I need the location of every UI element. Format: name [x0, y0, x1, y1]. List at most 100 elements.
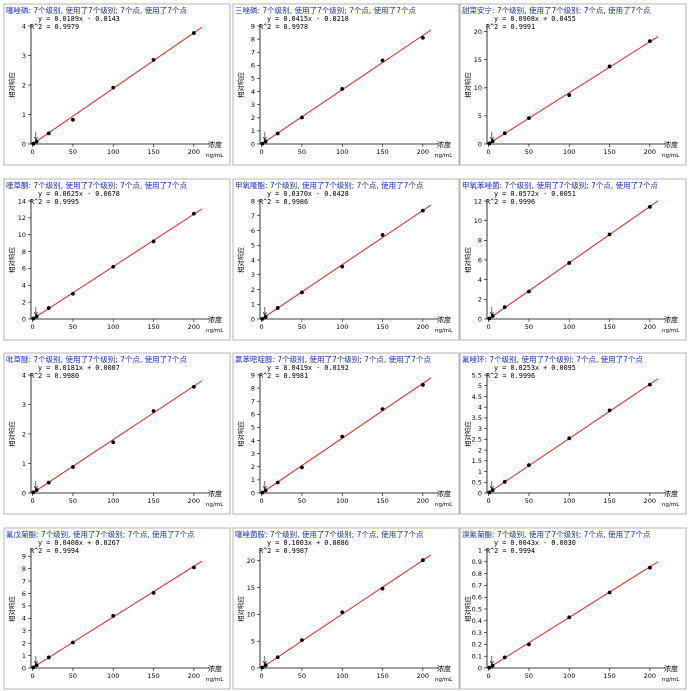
fit-line	[261, 554, 432, 669]
y-tick-label: 4	[22, 615, 26, 623]
fit-line	[32, 208, 203, 320]
fit-equation: y = 0.0043x - 0.0030	[494, 539, 576, 547]
data-point	[487, 141, 492, 146]
x-tick-label: 100	[107, 672, 119, 680]
fit-equation: y = 0.0419x - 0.0192	[267, 364, 349, 372]
origin-arrow-icon	[33, 485, 38, 490]
y-tick-label: 4	[22, 22, 26, 30]
y-tick-label: 0	[478, 489, 482, 497]
y-tick-label: 0	[251, 315, 255, 323]
data-point	[300, 465, 304, 470]
data-point	[71, 291, 75, 296]
x-tick-label: 50	[298, 323, 306, 331]
y-tick-label: 2	[251, 463, 255, 471]
x-tick-label: 0	[260, 148, 264, 156]
y-tick-label: 3	[22, 401, 26, 409]
y-axis-label: 相对响应	[463, 247, 472, 274]
x-axis-unit: ng/mL	[435, 502, 453, 508]
x-axis-label: 浓度	[208, 315, 222, 324]
x-tick-label: 0	[487, 497, 491, 505]
x-axis-label: 浓度	[437, 489, 451, 498]
data-point	[300, 290, 304, 295]
y-tick-label: 1	[251, 301, 255, 309]
x-tick-label: 200	[188, 148, 200, 156]
x-tick-label: 0	[31, 497, 35, 505]
y-tick-label: 1	[478, 546, 482, 554]
x-tick-label: 150	[376, 148, 388, 156]
data-point	[490, 488, 495, 493]
data-point	[527, 463, 531, 468]
data-point	[490, 663, 495, 668]
data-point	[420, 208, 425, 213]
data-point	[300, 638, 304, 643]
x-tick-label: 150	[147, 497, 159, 505]
fit-line	[261, 377, 432, 494]
x-tick-label: 100	[563, 148, 575, 156]
x-tick-label: 150	[376, 672, 388, 680]
y-tick-label: 5	[22, 602, 26, 610]
data-point	[567, 436, 572, 441]
data-point	[490, 314, 495, 318]
y-tick-label: 3	[478, 425, 482, 433]
data-point	[31, 490, 36, 495]
origin-arrow-icon	[33, 136, 38, 141]
x-axis-label: 浓度	[437, 664, 451, 673]
y-axis-label: 相对响应	[236, 596, 245, 623]
y-tick-label: 20	[474, 28, 482, 36]
fit-equation: y = 0.0189x - 0.0143	[38, 15, 120, 23]
x-tick-label: 100	[563, 672, 575, 680]
y-tick-label: 3	[251, 101, 255, 109]
y-tick-label: 7	[251, 212, 255, 220]
data-point	[527, 116, 531, 121]
y-tick-label: 3	[251, 450, 255, 458]
r-squared: R^2 = 0.9980	[30, 372, 79, 380]
data-point	[647, 565, 652, 570]
y-tick-label: 6	[22, 590, 26, 598]
y-tick-label: 7	[251, 398, 255, 406]
x-tick-label: 100	[336, 672, 348, 680]
y-tick-label: 0	[478, 664, 482, 672]
y-tick-label: 0	[251, 489, 255, 497]
y-tick-label: 1.5	[472, 457, 482, 465]
data-point	[34, 488, 39, 492]
y-tick-label: 8	[22, 565, 26, 573]
x-tick-label: 200	[644, 148, 656, 156]
x-tick-label: 200	[417, 497, 429, 505]
y-tick-label: 0.1	[472, 653, 482, 661]
y-tick-label: 15	[474, 56, 482, 64]
y-tick-label: 3	[251, 271, 255, 279]
y-tick-label: 7	[22, 577, 26, 585]
y-tick-label: 8	[251, 384, 255, 392]
data-point	[71, 465, 75, 469]
data-point	[46, 306, 51, 310]
fit-equation: y = 0.1003x + 0.0086	[267, 539, 349, 547]
x-tick-label: 200	[644, 672, 656, 680]
x-tick-label: 200	[188, 672, 200, 680]
chart-title: 氟戊菊酯: 7个级别, 使用了7个级别; 7个点, 使用了7个点	[6, 529, 195, 539]
y-tick-label: 2	[22, 639, 26, 647]
chart-title: 氟唑环: 7个级别, 使用了7个级别; 7个点, 使用了7个点	[462, 354, 643, 364]
y-tick-label: 4	[251, 256, 255, 264]
y-tick-label: 0	[22, 315, 26, 323]
origin-arrow-icon	[262, 136, 267, 141]
data-point	[647, 382, 652, 387]
data-point	[263, 139, 268, 144]
origin-arrow-icon	[262, 485, 267, 490]
x-axis-label: 浓度	[437, 315, 451, 324]
r-squared: R^2 = 0.9978	[259, 23, 308, 31]
y-axis-label: 相对响应	[463, 421, 472, 448]
y-tick-label: 0.6	[472, 594, 482, 602]
chart-title: 甲氧苯唑菌: 7个级别, 使用了7个级别; 7个点, 使用了7个点	[462, 180, 658, 190]
x-tick-label: 0	[487, 148, 491, 156]
x-axis-label: 浓度	[437, 140, 451, 149]
data-point	[567, 615, 572, 620]
y-tick-label: 10	[474, 217, 482, 225]
y-tick-label: 4	[251, 88, 255, 96]
chart-title: 甲氧隆酯: 7个级别, 使用了7个级别; 7个点, 使用了7个点	[235, 180, 424, 190]
y-tick-label: 0	[478, 140, 482, 148]
x-tick-label: 150	[147, 672, 159, 680]
